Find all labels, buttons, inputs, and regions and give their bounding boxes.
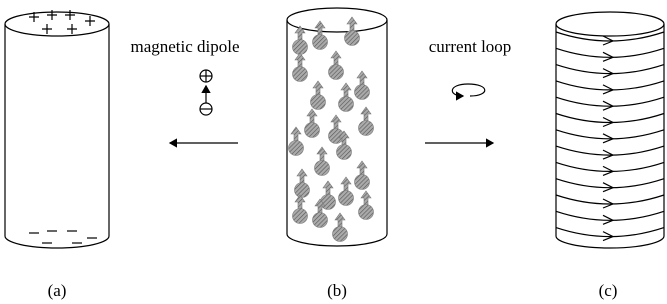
dipole: [355, 175, 370, 190]
dipole: [305, 123, 320, 138]
dipole-arrow: [313, 81, 323, 96]
dipole-arrow: [361, 191, 371, 206]
dipole-arrow: [347, 17, 357, 32]
plus-sign: [85, 16, 95, 26]
dipoles: [289, 17, 374, 242]
dipole-arrow: [315, 21, 325, 36]
dipole: [293, 209, 308, 224]
caption: (c): [599, 281, 618, 300]
dipole: [315, 161, 330, 176]
figure: magnetic dipole current loop (a) (b) (c): [0, 0, 667, 304]
dipole: [293, 40, 308, 55]
dipole-arrow: [317, 147, 327, 162]
dipole: [339, 97, 354, 112]
dipole-arrow: [323, 181, 333, 196]
current-loops: [556, 32, 664, 241]
cylinder-a: [5, 12, 109, 248]
dipole: [359, 205, 374, 220]
dipole: [345, 31, 360, 46]
dipole-arrow: [335, 213, 345, 228]
charges: [29, 10, 97, 243]
dipole: [311, 95, 326, 110]
dipole-arrow: [331, 115, 341, 130]
dipole: [295, 183, 310, 198]
dipole-arrow: [307, 109, 317, 124]
dipole-arrow: [297, 169, 307, 184]
dipole: [359, 121, 374, 136]
dipole-arrow: [357, 71, 367, 86]
dipole-arrow: [341, 177, 351, 192]
dipole-arrow: [291, 127, 301, 142]
dipole: [337, 145, 352, 160]
dipole: [313, 213, 328, 228]
dipole-icon: [200, 70, 212, 115]
dipole: [313, 35, 328, 50]
dipole-arrow: [341, 83, 351, 98]
dipole-arrow: [357, 161, 367, 176]
caption: (b): [327, 281, 347, 300]
dipole: [289, 141, 304, 156]
dipole: [329, 65, 344, 80]
caption: (a): [48, 281, 67, 300]
dipole: [339, 191, 354, 206]
cylinder-c: [556, 12, 664, 248]
loop-icon: [452, 84, 484, 96]
dipole-arrow: [361, 107, 371, 122]
dipole-arrow: [295, 53, 305, 68]
dipole-arrow: [331, 51, 341, 66]
dipole-arrow: [295, 26, 305, 41]
plus-sign: [65, 10, 75, 20]
loop-label: current loop: [429, 37, 512, 56]
dipole: [355, 85, 370, 100]
dipole: [293, 67, 308, 82]
dipole-label: magnetic dipole: [130, 37, 239, 56]
plus-sign: [42, 24, 52, 34]
dipole: [321, 195, 336, 210]
plus-sign: [67, 24, 77, 34]
dipole: [333, 227, 348, 242]
